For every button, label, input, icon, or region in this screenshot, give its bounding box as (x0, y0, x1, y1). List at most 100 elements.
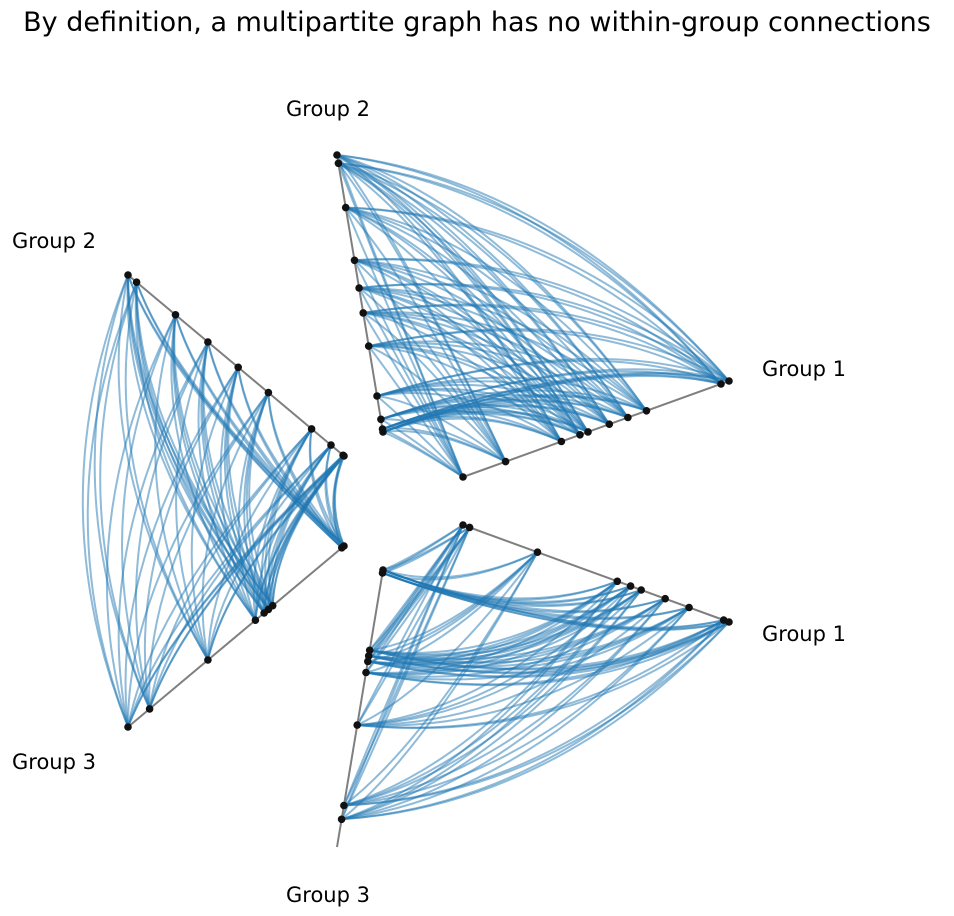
edge (201, 392, 270, 661)
node (364, 342, 373, 350)
node (624, 413, 632, 422)
group-1-label: Group 1 (762, 622, 846, 646)
node-layer (124, 271, 348, 731)
node (605, 420, 614, 429)
edge (154, 314, 209, 661)
node (337, 815, 346, 824)
edge (341, 598, 666, 821)
edge (134, 341, 209, 710)
edge (345, 206, 730, 382)
edge (365, 551, 539, 674)
edge (237, 392, 270, 621)
node (251, 616, 260, 624)
node (350, 256, 359, 265)
edge (365, 597, 666, 678)
node-layer (337, 521, 733, 824)
edge (117, 274, 209, 661)
node (359, 309, 368, 317)
edge (357, 606, 690, 727)
group-1-axis (462, 524, 730, 623)
edge (376, 387, 589, 433)
edge (376, 376, 647, 412)
edge (380, 418, 464, 478)
edge (362, 312, 464, 478)
edge (354, 258, 730, 382)
edge (341, 621, 730, 821)
edge-layer (340, 524, 730, 821)
edge (174, 314, 343, 549)
edge (362, 312, 507, 463)
edge (376, 357, 730, 397)
node (355, 284, 363, 292)
node (685, 603, 693, 612)
edge (380, 418, 507, 463)
node (501, 457, 510, 466)
edge (376, 395, 464, 478)
panel-bottom-right: Group 1 Group 3 (286, 521, 846, 907)
node (234, 363, 242, 372)
edge (367, 589, 642, 666)
edge (121, 314, 177, 710)
group-2-label: Group 2 (12, 229, 96, 253)
node (725, 377, 733, 385)
edge (124, 366, 240, 728)
edge (363, 303, 730, 382)
node (378, 425, 387, 433)
node (465, 523, 474, 532)
group-3-axis (336, 569, 384, 848)
group-2-axis (336, 154, 384, 433)
node (333, 151, 341, 159)
node (327, 441, 335, 449)
node (264, 388, 273, 397)
node (364, 657, 372, 666)
node (576, 431, 584, 439)
edge (359, 286, 648, 412)
node (204, 656, 212, 664)
group-3-axis (127, 545, 345, 728)
node (637, 586, 645, 594)
node (459, 473, 467, 481)
node-layer (333, 151, 733, 481)
edge (143, 366, 240, 710)
edge (368, 340, 648, 412)
edge (367, 597, 666, 669)
edge (127, 274, 343, 549)
node (341, 203, 350, 212)
edge (99, 281, 151, 710)
edge (368, 343, 610, 425)
edge (358, 287, 507, 463)
edge (382, 371, 730, 430)
node (338, 544, 346, 552)
edge (365, 621, 730, 687)
node (377, 415, 385, 424)
edge (380, 368, 730, 421)
node (459, 521, 467, 529)
node (171, 311, 180, 319)
node (334, 159, 343, 168)
node (260, 609, 268, 617)
edge (367, 345, 464, 478)
figure-title: By definition, a multipartite graph has … (23, 7, 931, 38)
node (533, 548, 542, 556)
edge (359, 287, 629, 419)
panel-top-right: Group 1 Group 2 (286, 97, 846, 481)
edge (126, 274, 265, 614)
group-2-label: Group 2 (286, 97, 370, 121)
edge (336, 154, 730, 382)
group-1-label: Group 1 (762, 357, 846, 381)
edge-layer (81, 274, 345, 728)
node (353, 721, 362, 729)
panel-left: Group 2 Group 3 (12, 229, 348, 774)
node (642, 407, 651, 415)
node (717, 380, 725, 388)
node (365, 646, 374, 655)
edge (336, 154, 648, 412)
edge (126, 274, 257, 621)
node (132, 278, 141, 287)
node (557, 437, 566, 446)
node (124, 723, 132, 731)
node (378, 569, 387, 577)
group-3-label: Group 3 (12, 750, 96, 774)
edge (81, 274, 129, 728)
node (362, 668, 370, 677)
